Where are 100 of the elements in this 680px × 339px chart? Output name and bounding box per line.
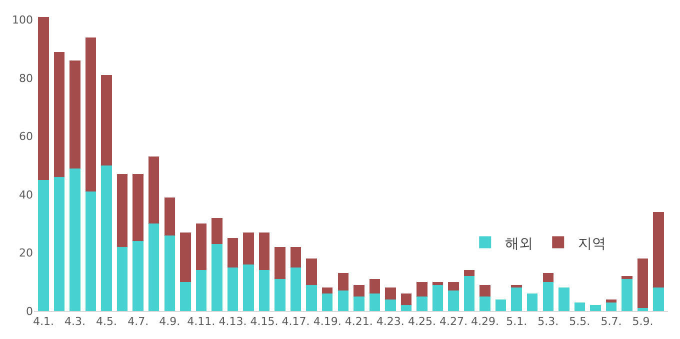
bar: [606, 299, 617, 302]
y-tick-label: 80: [19, 72, 33, 85]
bar: [574, 302, 586, 311]
bar: [38, 16, 49, 180]
bar: [590, 305, 601, 311]
bar: [400, 305, 412, 311]
y-tick-label: 0: [26, 304, 33, 318]
bar: [637, 258, 648, 308]
bar: [385, 288, 396, 300]
x-tick-label: 4.3.: [64, 315, 86, 328]
legend-label: 해외: [505, 236, 534, 252]
bar: [212, 244, 222, 311]
bar: [354, 296, 364, 311]
bar: [180, 282, 191, 311]
bar: [227, 267, 238, 311]
bar: [258, 270, 270, 311]
bar: [369, 278, 380, 294]
x-tick-label: 4.1.: [32, 315, 54, 328]
x-tick-label: 5.7.: [600, 315, 622, 328]
bar: [38, 180, 49, 311]
x-tick-label: 4.23.: [376, 315, 404, 328]
bar: [416, 282, 428, 296]
bar: [290, 246, 302, 268]
bar: [432, 284, 444, 311]
y-tick-label: 20: [19, 246, 33, 260]
bar: [148, 224, 160, 311]
bar: [85, 192, 96, 311]
bar: [274, 278, 286, 311]
bar: [258, 232, 270, 270]
x-tick-label: 4.21.: [344, 315, 373, 328]
bar: [511, 288, 522, 311]
x-tick-label: 4.25.: [408, 315, 436, 328]
bar: [274, 246, 286, 279]
bar: [448, 282, 459, 291]
x-tick-label: 4.29.: [471, 315, 500, 328]
bar: [85, 37, 96, 192]
y-tick-label: 60: [19, 130, 33, 144]
bar: [558, 288, 570, 311]
bar: [338, 273, 348, 291]
x-tick-label: 5.3.: [538, 315, 559, 328]
bar: [101, 165, 112, 311]
x-tick-label: 4.5.: [96, 315, 118, 328]
bar: [480, 284, 490, 296]
bar: [400, 294, 412, 306]
x-tick-label: 4.17.: [282, 315, 310, 328]
x-tick-label: 4.15.: [250, 315, 278, 328]
bar: [369, 294, 380, 311]
bar: [54, 177, 65, 311]
legend-label: 지역: [578, 236, 606, 252]
bar: [432, 282, 444, 285]
x-tick-label: 4.9.: [159, 315, 180, 328]
x-tick-label: 4.13.: [218, 315, 247, 328]
bar: [148, 156, 160, 224]
bar: [101, 75, 112, 166]
bar: [338, 290, 348, 311]
x-tick-label: 5.5.: [569, 315, 590, 328]
bar: [290, 267, 302, 311]
x-tick-label: 4.7.: [128, 315, 149, 328]
bar: [637, 308, 648, 311]
bar: [416, 296, 428, 311]
bar: [212, 218, 222, 244]
bar: [322, 294, 333, 311]
bar: [116, 246, 128, 311]
bar: [116, 174, 128, 247]
bar: [653, 288, 664, 311]
y-tick-label: 100: [12, 14, 33, 27]
bar: [527, 294, 538, 311]
bar: [480, 296, 490, 311]
bar: [243, 264, 254, 311]
bar: [653, 212, 664, 288]
bar: [132, 241, 144, 311]
bar: [322, 288, 333, 294]
x-tick-label: 4.27.: [440, 315, 468, 328]
bar: [164, 235, 175, 311]
x-tick-label: 4.19.: [313, 315, 342, 328]
bar: [606, 302, 617, 311]
bar: [180, 232, 191, 282]
x-tick-label: 5.1.: [506, 315, 528, 328]
bar: [132, 174, 144, 242]
bar: [70, 168, 80, 311]
bar: [464, 276, 475, 311]
x-tick-label: 4.11.: [187, 315, 216, 328]
bar: [542, 282, 554, 311]
bar: [70, 60, 80, 168]
bar: [243, 232, 254, 264]
bar: [306, 284, 317, 311]
bar: [54, 52, 65, 178]
bar: [306, 258, 317, 285]
y-tick-label: 40: [19, 188, 33, 202]
bar: [354, 284, 364, 296]
bar: [196, 270, 207, 311]
bar: [464, 270, 475, 276]
bar: [227, 238, 238, 268]
bar: [196, 224, 207, 270]
bar: [495, 299, 506, 311]
bar: [622, 278, 632, 311]
x-tick-label: 5.9.: [632, 315, 654, 328]
bar: [385, 299, 396, 311]
bar: [622, 276, 632, 279]
bar: [164, 197, 175, 236]
